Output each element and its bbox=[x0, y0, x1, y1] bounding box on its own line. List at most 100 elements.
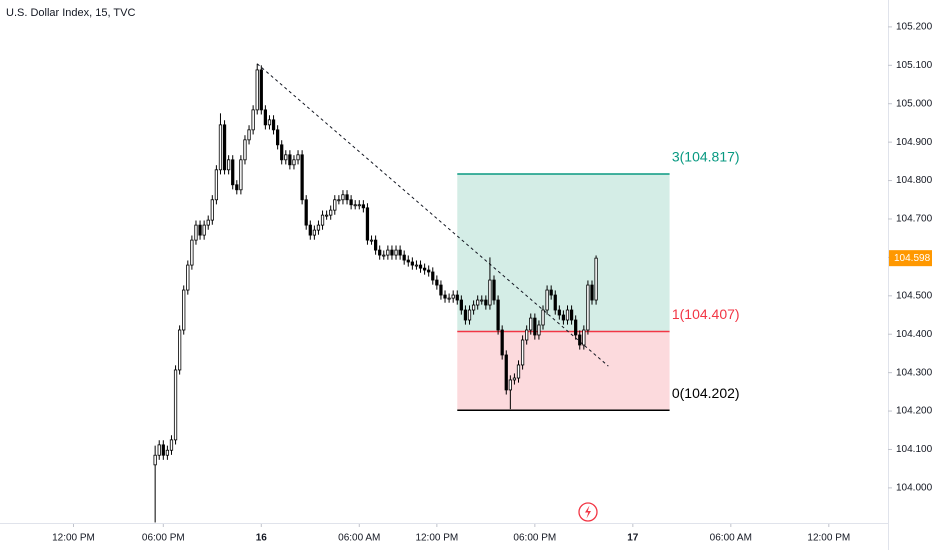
candle-body bbox=[243, 139, 247, 161]
candle-body bbox=[533, 317, 537, 336]
candle-body bbox=[239, 159, 243, 191]
last-price-label: 104.598 bbox=[894, 253, 931, 264]
candle-body bbox=[455, 294, 459, 301]
candle-body bbox=[578, 334, 582, 346]
candle-body bbox=[247, 129, 251, 141]
candle-body bbox=[471, 304, 476, 311]
candle-body bbox=[357, 204, 361, 207]
candle-body bbox=[153, 454, 157, 466]
candle-body bbox=[251, 109, 255, 131]
level-label: 3(104.817) bbox=[672, 149, 740, 165]
candle-body bbox=[422, 267, 427, 271]
x-tick-label: 06:00 AM bbox=[710, 533, 752, 544]
candle-body bbox=[320, 214, 325, 226]
candle-body bbox=[267, 119, 272, 126]
candle-body bbox=[276, 129, 280, 146]
candle-body bbox=[512, 377, 517, 381]
candle-body bbox=[341, 194, 345, 201]
candle-body bbox=[553, 294, 557, 311]
candle-body bbox=[194, 224, 198, 241]
candle-body bbox=[227, 159, 231, 171]
candle-body bbox=[333, 199, 337, 211]
candle-body bbox=[525, 329, 529, 341]
candle-body bbox=[557, 309, 561, 316]
candle-body bbox=[439, 284, 443, 296]
x-tick-label: 06:00 PM bbox=[513, 533, 556, 544]
candle-body bbox=[594, 257, 598, 301]
candle-body bbox=[214, 169, 219, 201]
y-tick-label: 104.000 bbox=[896, 483, 932, 494]
candle-body bbox=[508, 379, 512, 391]
chart-title: U.S. Dollar Index, 15, TVC bbox=[6, 7, 135, 19]
x-tick-label: 12:00 PM bbox=[52, 533, 95, 544]
candle-body bbox=[537, 324, 541, 336]
candle-body bbox=[165, 449, 170, 456]
candle-body bbox=[398, 249, 402, 256]
candle-body bbox=[418, 264, 423, 269]
candle-body bbox=[353, 204, 357, 207]
candle-body bbox=[210, 199, 214, 221]
y-tick-label: 104.700 bbox=[896, 214, 932, 225]
candle-body bbox=[541, 309, 545, 326]
candle-body bbox=[520, 339, 525, 366]
y-tick-label: 105.200 bbox=[896, 22, 932, 33]
last-price-box bbox=[889, 250, 932, 267]
lightning-icon[interactable] bbox=[578, 502, 598, 522]
candle-body bbox=[569, 309, 574, 321]
x-tick-label: 12:00 PM bbox=[807, 533, 850, 544]
candle-body bbox=[402, 254, 406, 261]
loss-zone bbox=[457, 331, 670, 411]
trend-line bbox=[256, 63, 609, 367]
candle-body bbox=[431, 271, 435, 281]
candle-body bbox=[178, 329, 182, 371]
candle-body bbox=[516, 364, 521, 379]
y-tick-label: 104.800 bbox=[896, 175, 932, 186]
candle-body bbox=[231, 159, 235, 186]
candle-body bbox=[345, 194, 349, 201]
candle-body bbox=[435, 279, 439, 286]
candle-body bbox=[308, 224, 312, 236]
y-tick-label: 104.400 bbox=[896, 329, 932, 340]
candle-body bbox=[488, 279, 492, 306]
candle-body bbox=[365, 207, 370, 241]
candle-body bbox=[574, 319, 578, 336]
candle-body bbox=[349, 199, 353, 206]
x-tick-label: 06:00 AM bbox=[338, 533, 380, 544]
candle-body bbox=[414, 264, 419, 267]
candle-body bbox=[255, 69, 259, 111]
x-tick-label: 17 bbox=[627, 533, 639, 544]
candle-body bbox=[218, 124, 223, 171]
candle-body bbox=[300, 154, 304, 201]
candle-body bbox=[500, 329, 504, 356]
level-label: 1(104.407) bbox=[672, 306, 740, 322]
candle-body bbox=[378, 249, 382, 256]
candle-body bbox=[586, 284, 590, 331]
y-tick-label: 104.500 bbox=[896, 290, 932, 301]
candle-body bbox=[361, 204, 365, 209]
candle-body bbox=[459, 299, 463, 311]
y-tick-label: 105.000 bbox=[896, 98, 932, 109]
candle-body bbox=[504, 354, 508, 391]
candle-body bbox=[480, 299, 484, 302]
candle-body bbox=[190, 239, 194, 266]
candle-body bbox=[443, 294, 447, 299]
candle-body bbox=[312, 229, 316, 236]
candle-body bbox=[463, 309, 468, 321]
x-tick-label: 06:00 PM bbox=[142, 533, 185, 544]
candle-body bbox=[427, 269, 431, 273]
candle-body bbox=[271, 119, 276, 131]
y-tick-label: 104.300 bbox=[896, 367, 932, 378]
candle-body bbox=[451, 294, 455, 299]
candle-body bbox=[173, 369, 178, 441]
candle-body bbox=[169, 439, 174, 451]
x-tick-label: 16 bbox=[256, 533, 268, 544]
candle-body bbox=[202, 224, 206, 236]
candle-body bbox=[406, 259, 410, 263]
y-tick-label: 104.900 bbox=[896, 137, 932, 148]
x-tick-label: 12:00 PM bbox=[415, 533, 458, 544]
candle-body bbox=[565, 309, 570, 321]
candle-body bbox=[284, 154, 288, 161]
candle-body bbox=[259, 69, 263, 111]
candle-body bbox=[561, 314, 566, 321]
